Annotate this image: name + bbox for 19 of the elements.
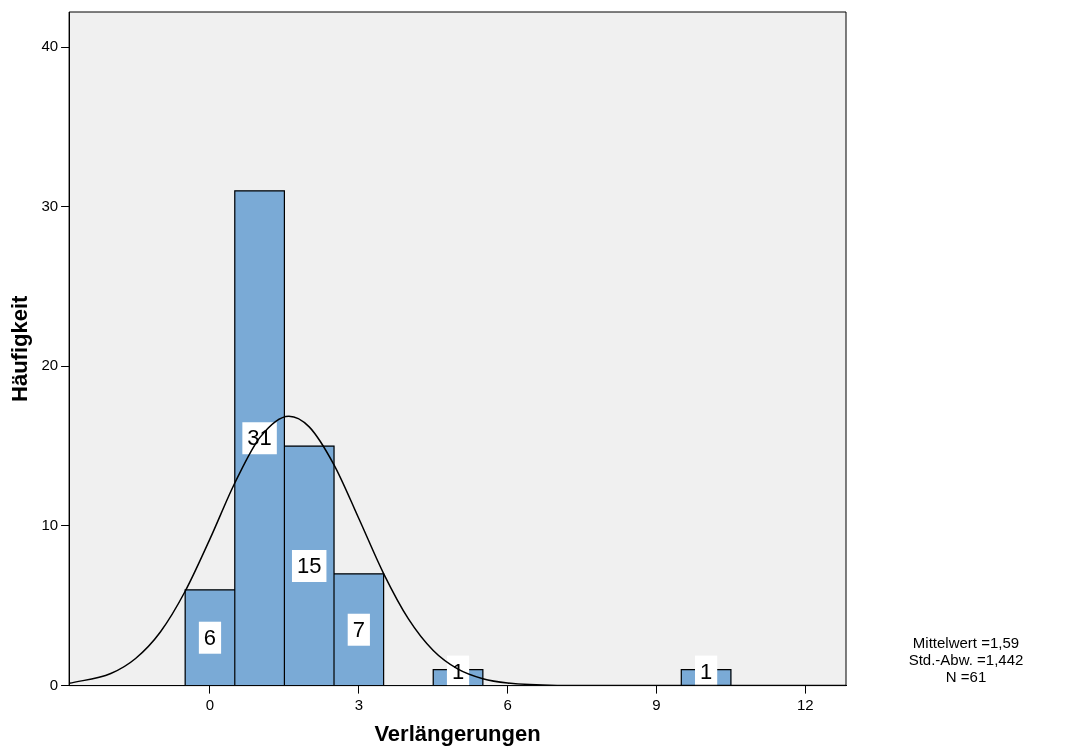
y-tick-label: 0: [49, 675, 59, 693]
y-tick-label: 40: [41, 37, 59, 55]
y-axis-title: Häufigkeit: [7, 294, 33, 402]
data-label: 15: [296, 552, 322, 578]
x-tick-label: 6: [503, 695, 512, 713]
x-tick-label: 0: [205, 695, 215, 713]
data-label: 1: [699, 658, 713, 684]
text: N =61: [945, 667, 987, 685]
text: Mittelwert =1,59: [912, 633, 1020, 651]
data-label: 6: [203, 624, 217, 650]
x-tick-label: 3: [354, 695, 363, 713]
text: Std.-Abw. =1,442: [908, 650, 1024, 668]
x-axis-title: Verlängerungen: [374, 720, 541, 746]
y-tick-label: 10: [41, 516, 59, 534]
x-tick-label: 9: [652, 695, 661, 713]
y-tick-label: 20: [41, 356, 59, 374]
x-tick-label: 12: [796, 695, 814, 713]
y-tick-label: 30: [41, 196, 59, 214]
data-label: 7: [352, 616, 365, 642]
